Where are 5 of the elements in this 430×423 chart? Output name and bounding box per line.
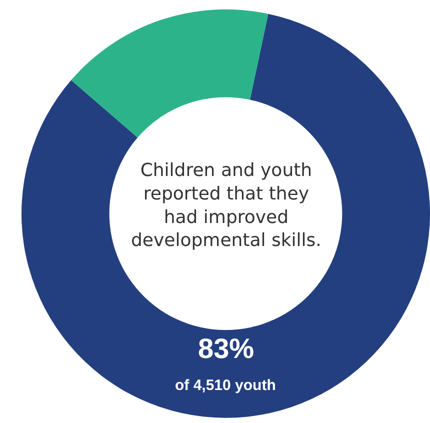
data-label: 83%: [198, 333, 254, 364]
text: Children and youth reported that they had improved developmental skills.: [131, 160, 322, 252]
donut-slice: [22, 14, 430, 418]
donut-slice: [71, 9, 268, 138]
text: of 4,510 youth: [175, 377, 276, 394]
